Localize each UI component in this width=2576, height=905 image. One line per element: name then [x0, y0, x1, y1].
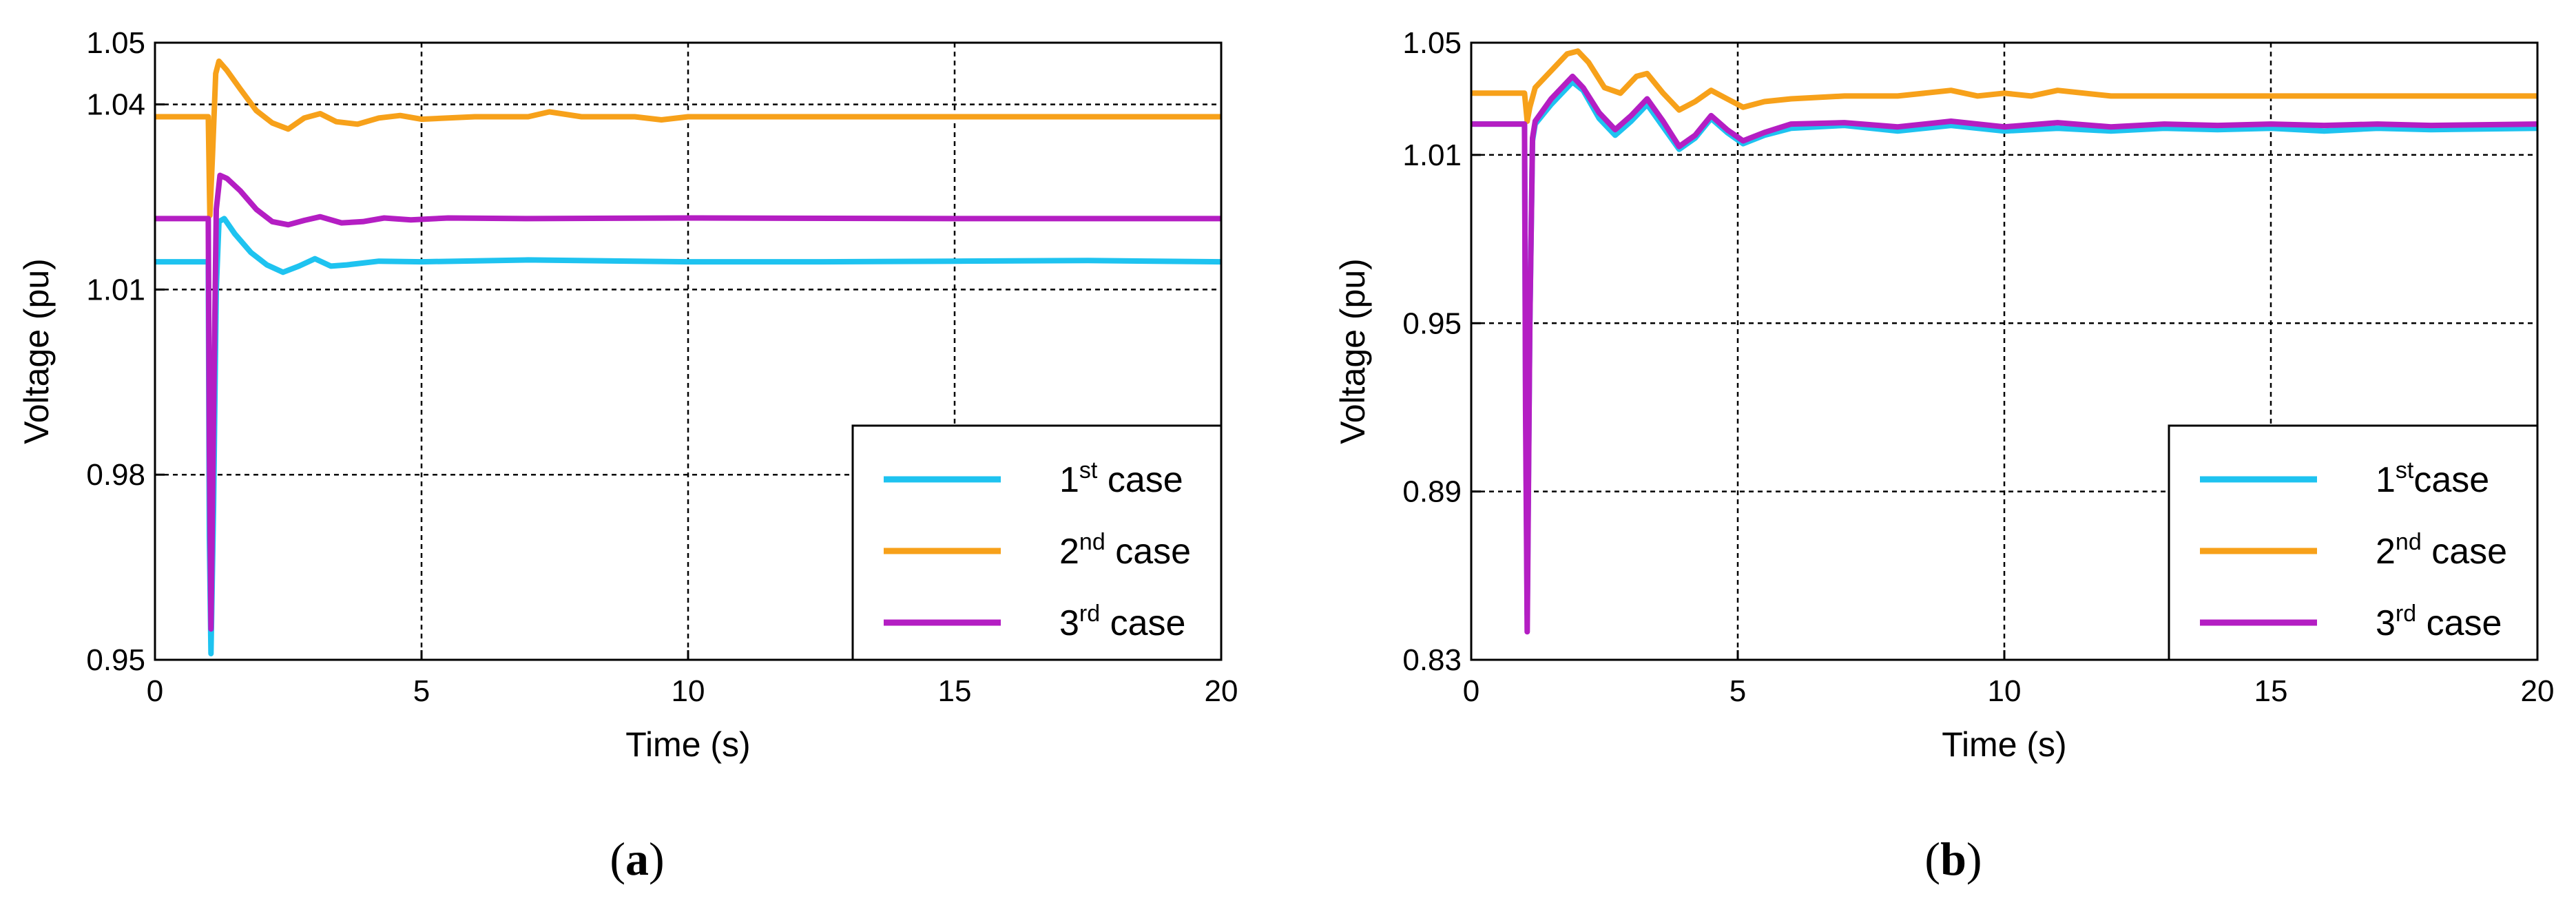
panel-b-legend-label-2: 2nd case — [2376, 529, 2507, 572]
panel-a-legend-label-2: 2nd case — [1059, 529, 1191, 572]
panel-a-ytick-label-0: 0.95 — [86, 643, 145, 677]
panel-a-ytick-label-1: 0.98 — [86, 458, 145, 492]
panel-b-xtick-label-3: 15 — [2254, 674, 2288, 708]
panel-b-xtick-label-2: 10 — [1988, 674, 2022, 708]
panel-a-xtick-label-4: 20 — [1205, 674, 1238, 708]
panel-b-xtick-label-4: 20 — [2521, 674, 2555, 708]
panel-b-legend-label-1: 1stcase — [2376, 457, 2489, 500]
panel-b-xtick-label-1: 5 — [1730, 674, 1746, 708]
panel-a-xtick-label-1: 5 — [413, 674, 430, 708]
panel-a-xlabel: Time (s) — [625, 725, 750, 764]
panel-a-xtick-label-3: 15 — [938, 674, 972, 708]
panel-b-ytick-label-1: 0.89 — [1402, 475, 1462, 509]
panel-a-ytick-label-3: 1.04 — [86, 88, 145, 122]
panel-b-ytick-label-0: 0.83 — [1402, 643, 1462, 677]
panel-b-legend-label-3: 3rd case — [2376, 601, 2502, 643]
panel-a-xtick-label-0: 0 — [147, 674, 163, 708]
panel-a-legend-label-1: 1st case — [1059, 457, 1183, 500]
panel-a-caption: (a) — [610, 833, 664, 885]
panel-b-series-line-2 — [1471, 48, 2537, 124]
panel-b-xlabel: Time (s) — [1942, 725, 2066, 764]
panel-a-ylabel: Voltage (pu) — [17, 258, 56, 444]
panel-b-ylabel: Voltage (pu) — [1333, 258, 1372, 444]
panel-a: 0 5 10 15 20 0.95 0.98 1.01 1.04 1.05 Time (s) Volt… — [17, 26, 1238, 885]
panel-b-ytick-label-4: 1.05 — [1402, 26, 1462, 60]
panel-a-ytick-label-4: 1.05 — [86, 26, 145, 60]
panel-a-series-line-2 — [155, 58, 1221, 218]
panel-b-series-line-3 — [1471, 73, 2537, 635]
panel-b-legend: 1stcase 2nd case 3rd case — [2168, 424, 2539, 661]
panel-a-ytick-label-2: 1.01 — [86, 273, 145, 306]
panel-a-legend: 1st case 2nd case 3rd case — [851, 424, 1223, 661]
panel-a-legend-label-3: 3rd case — [1059, 601, 1185, 643]
panel-b-xtick-label-0: 0 — [1463, 674, 1479, 708]
panel-a-xtick-label-2: 10 — [672, 674, 705, 708]
panel-b-ytick-label-3: 1.01 — [1402, 138, 1462, 172]
panel-a-series-line-3 — [155, 172, 1221, 632]
panel-b-ytick-label-2: 0.95 — [1402, 306, 1462, 340]
panel-b-caption: (b) — [1924, 833, 1982, 885]
panel-b: 0 5 10 15 20 0.83 0.89 0.95 1.01 1.05 Time (s) Volt… — [1333, 26, 2554, 885]
